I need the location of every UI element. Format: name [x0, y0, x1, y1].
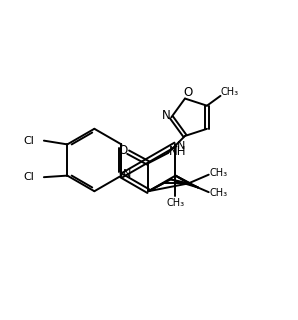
Text: Cl: Cl — [24, 136, 35, 146]
Text: N: N — [177, 141, 185, 151]
Text: N: N — [162, 109, 170, 122]
Text: CH₃: CH₃ — [220, 87, 238, 97]
Text: CH₃: CH₃ — [166, 198, 184, 208]
Text: NH: NH — [168, 145, 186, 158]
Text: CH₃: CH₃ — [209, 168, 227, 179]
Text: CH₃: CH₃ — [209, 188, 227, 198]
Text: N: N — [123, 169, 131, 179]
Text: O: O — [184, 86, 193, 100]
Text: Cl: Cl — [24, 172, 35, 182]
Text: O: O — [118, 144, 127, 157]
